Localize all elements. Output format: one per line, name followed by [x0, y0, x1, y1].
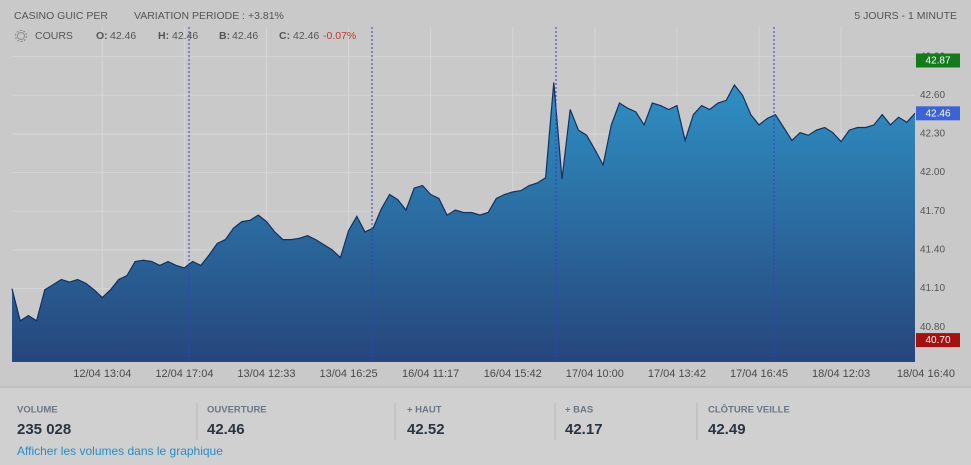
stat-label: + BAS [565, 405, 593, 416]
price-badge [916, 106, 960, 121]
x-tick-label: 18/04 12:03 [812, 368, 870, 380]
volume-link[interactable]: Afficher les volumes dans le graphique [17, 444, 223, 458]
stat-label: CLÔTURE VEILLE [708, 404, 790, 416]
chart-title: CASINO GUIC PER [14, 10, 108, 22]
stat-label: VOLUME [17, 405, 58, 416]
price-badge [916, 53, 960, 68]
ohlc-key: H: [158, 30, 169, 42]
settings-icon[interactable] [15, 30, 27, 42]
chart-subtitle: VARIATION PERIODE : +3.81% [134, 10, 284, 22]
stat-value: 42.52 [407, 421, 445, 438]
price-badge [916, 333, 960, 348]
stat-value: 42.46 [207, 421, 245, 438]
stat-value: 42.49 [708, 421, 746, 438]
y-tick-label: 42.00 [920, 167, 945, 178]
series-legend: COURS [35, 30, 73, 42]
y-tick-label: 42.60 [920, 90, 945, 101]
change-value: -0.07% [323, 30, 356, 42]
ohlc-key: O: [96, 30, 108, 42]
ohlc-value: 42.46 [110, 30, 136, 42]
x-tick-label: 16/04 15:42 [484, 368, 542, 380]
y-tick-label: 41.40 [920, 245, 945, 256]
stat-label: OUVERTURE [207, 405, 267, 416]
price-badge-label: 40.70 [925, 335, 950, 346]
ohlc-value: 42.46 [293, 30, 319, 42]
ohlc-value: 42.46 [172, 30, 198, 42]
ohlc-key: B: [219, 30, 230, 42]
line [11, 82, 916, 322]
gear-circle [17, 32, 25, 40]
stat-value: 235 028 [17, 421, 71, 438]
plot-area [11, 27, 916, 363]
x-tick-label: 16/04 11:17 [402, 368, 459, 380]
price-badge-label: 42.87 [925, 56, 950, 67]
x-tick-label: 18/04 16:40 [897, 368, 955, 380]
ohlc-key: C: [279, 30, 290, 42]
price-badge-label: 42.46 [925, 108, 950, 119]
x-tick-label: 12/04 17:04 [155, 368, 213, 380]
x-tick-label: 12/04 13:04 [73, 368, 131, 380]
ohlc-value: 42.46 [232, 30, 258, 42]
x-tick-label: 17/04 10:00 [566, 368, 624, 380]
footer-background [0, 387, 971, 465]
y-tick-label: 40.80 [920, 322, 945, 333]
y-tick-label: 41.70 [920, 206, 945, 217]
stat-value: 42.17 [565, 421, 603, 438]
y-tick-label: 42.30 [920, 129, 945, 140]
area [12, 82, 915, 363]
gear-teeth [15, 30, 27, 42]
stat-dividers [196, 403, 698, 440]
x-tick-label: 13/04 12:33 [237, 368, 295, 380]
stat-label: + HAUT [407, 405, 442, 416]
x-tick-label: 17/04 16:45 [730, 368, 788, 380]
y-tick-label: 41.10 [920, 283, 945, 294]
period-label[interactable]: 5 JOURS - 1 MINUTE [854, 10, 957, 22]
x-tick-label: 13/04 16:25 [320, 368, 378, 380]
x-tick-label: 17/04 13:42 [648, 368, 706, 380]
